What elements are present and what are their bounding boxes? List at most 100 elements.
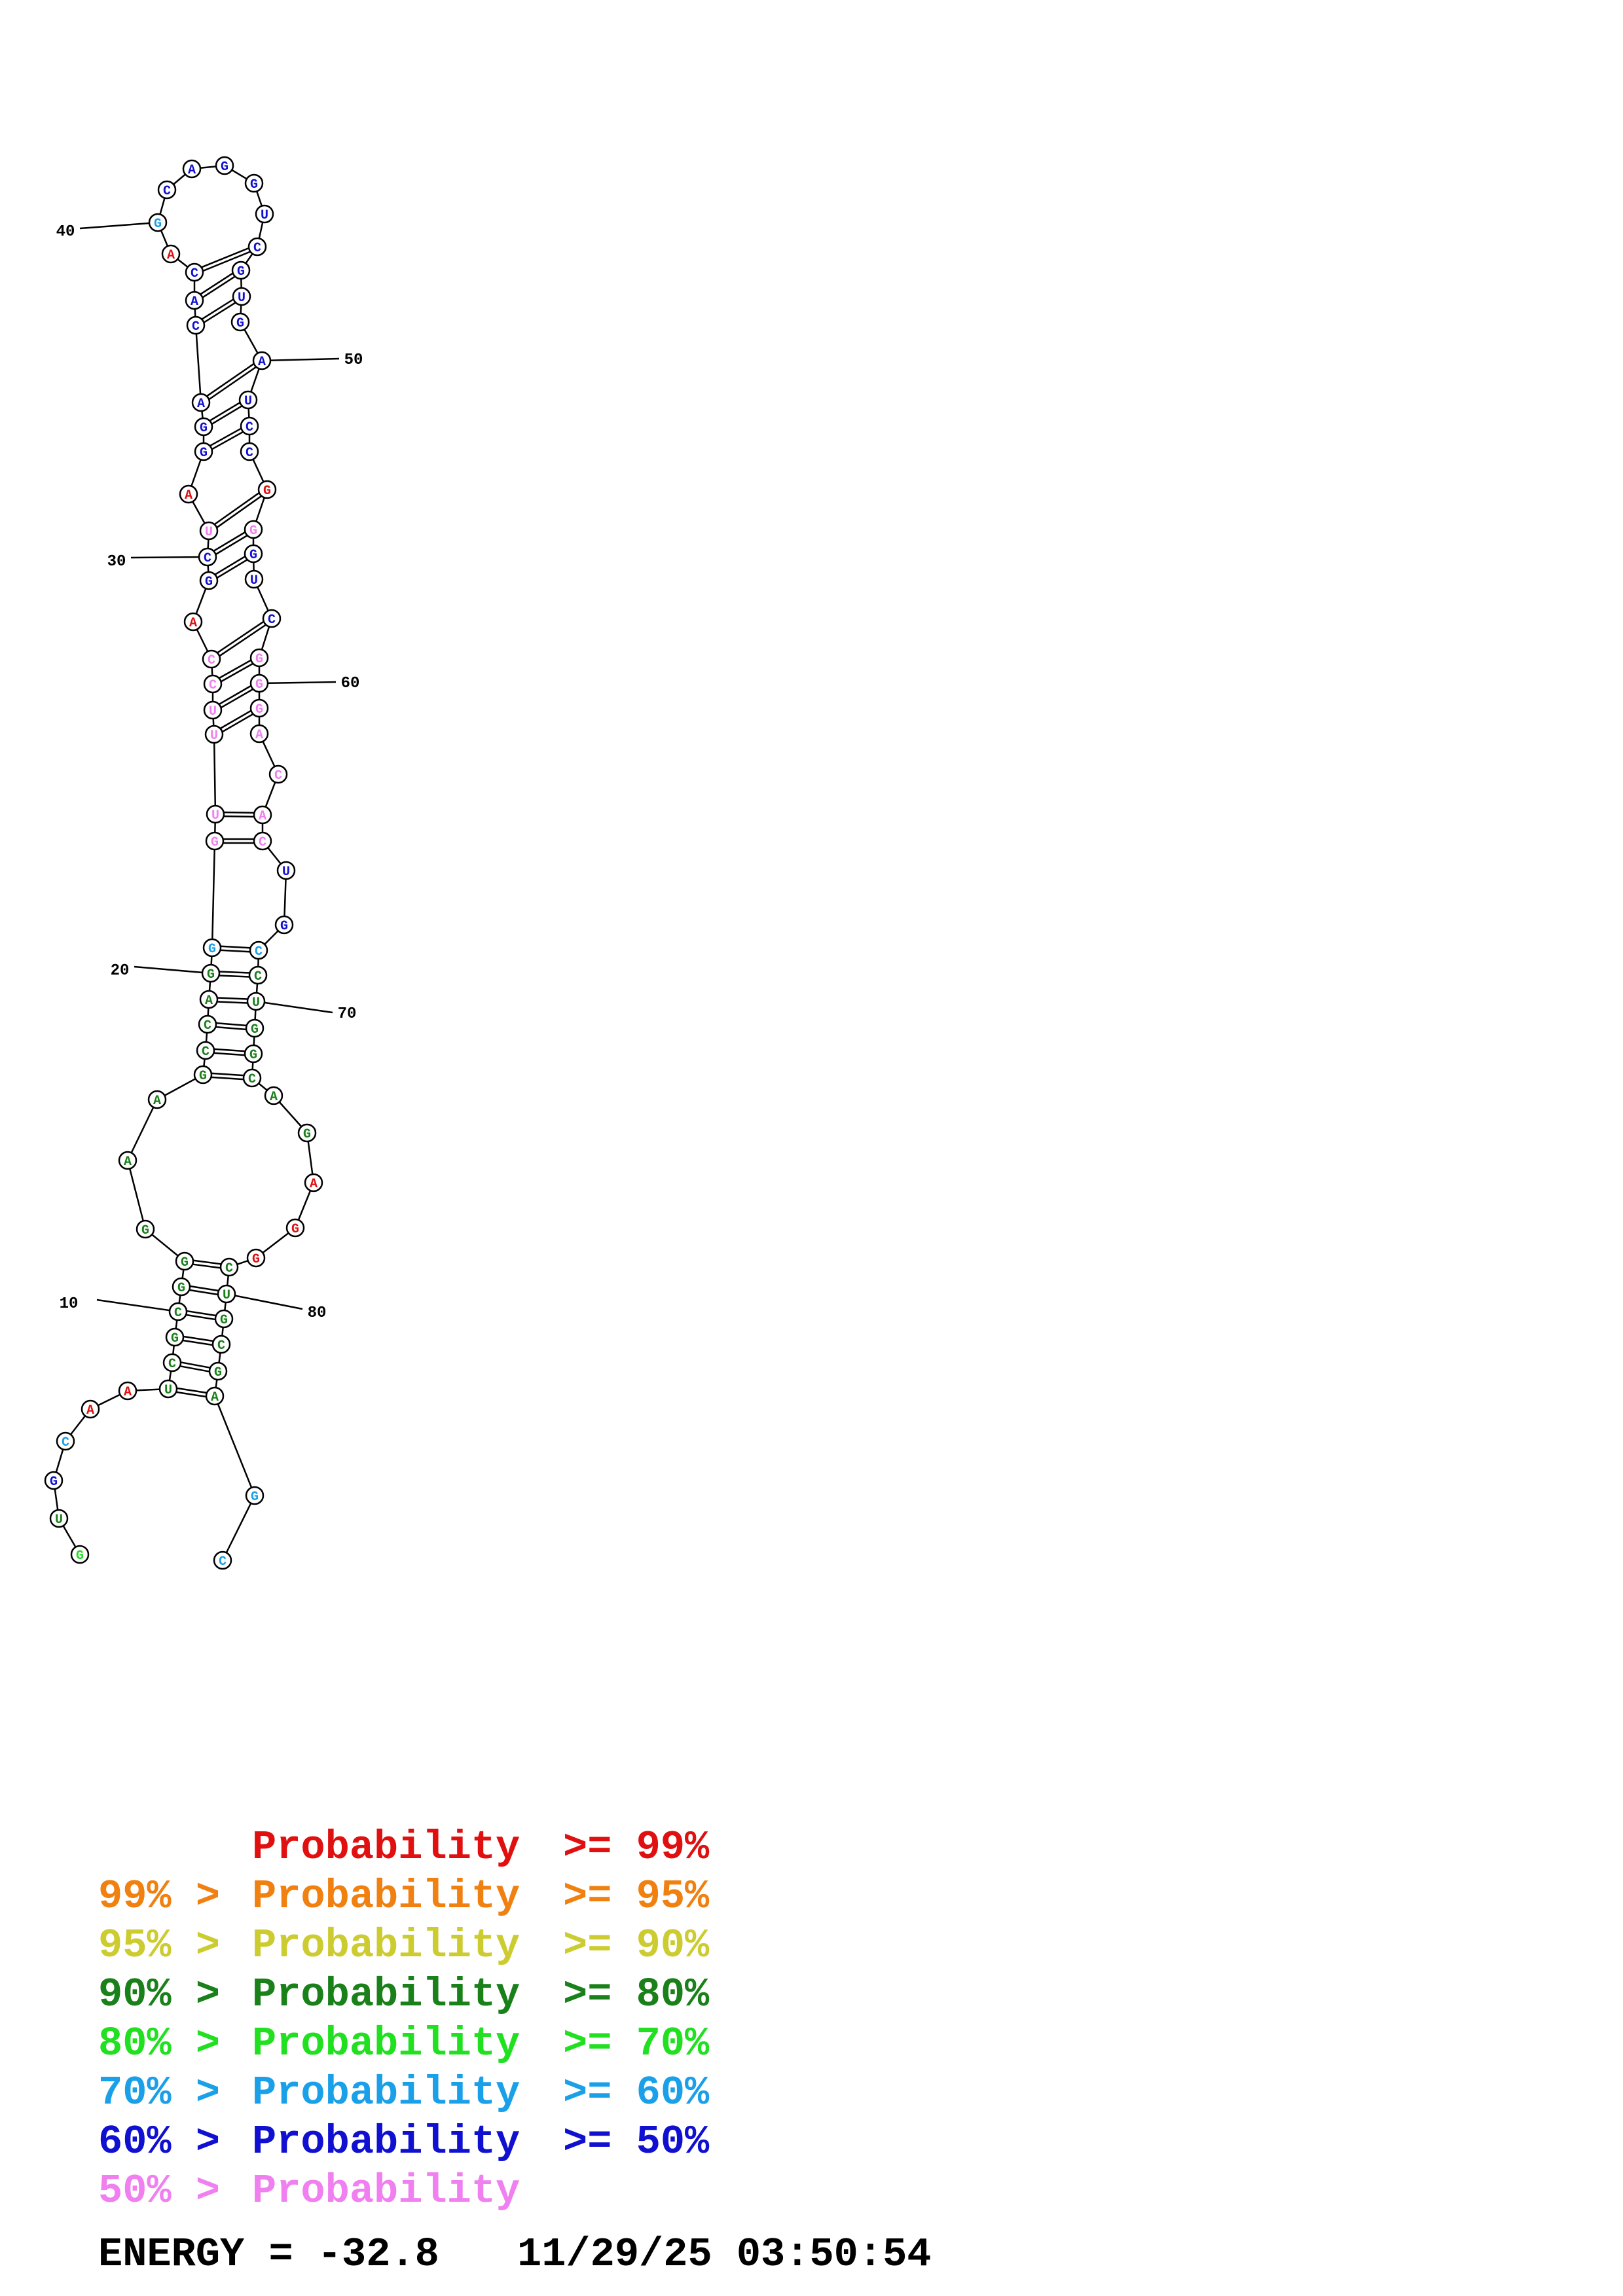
nucleotide-base: A xyxy=(189,616,197,631)
nucleotide-71: G xyxy=(245,1018,264,1038)
nucleotide-base: A xyxy=(197,397,205,412)
nucleotide-base: A xyxy=(191,295,198,310)
nucleotide-82: C xyxy=(211,1335,231,1354)
nucleotide-4: C xyxy=(56,1431,75,1451)
base-pair-line xyxy=(190,1285,219,1292)
nucleotide-base: C xyxy=(204,551,211,566)
base-pair-line xyxy=(220,709,251,729)
nucleotide-21: G xyxy=(202,938,222,958)
legend-label: Probability xyxy=(252,2070,520,2116)
nucleotide-10: C xyxy=(168,1302,188,1321)
index-tick-line xyxy=(261,357,340,362)
nucleotide-base: A xyxy=(185,488,192,503)
base-pair-line xyxy=(183,1339,213,1346)
nucleotide-base: C xyxy=(208,653,215,668)
backbone-segment xyxy=(211,840,216,948)
nucleotide-72: G xyxy=(244,1044,263,1064)
nucleotide-61: G xyxy=(249,698,269,718)
nucleotide-47: G xyxy=(231,260,251,280)
nucleotide-base: G xyxy=(249,548,257,563)
legend-label: Probability xyxy=(252,1971,520,2018)
nucleotide-base: U xyxy=(282,865,290,880)
energy-footer: ENERGY = -32.8 11/29/25 03:50:54 xyxy=(98,2232,1015,2278)
nucleotide-base: G xyxy=(251,1022,259,1037)
nucleotide-56: G xyxy=(244,544,263,564)
base-pair-line xyxy=(211,1076,244,1081)
index-tick-line xyxy=(226,1293,303,1310)
nucleotide-75: G xyxy=(297,1123,317,1143)
legend-label: Probability xyxy=(252,2020,520,2067)
index-tick-line xyxy=(96,1299,179,1313)
legend-row: 60% > Probability >= 50% xyxy=(0,2119,786,2165)
index-label-40: 40 xyxy=(56,223,75,241)
base-pair-line xyxy=(187,1310,216,1317)
index-label-70: 70 xyxy=(338,1005,357,1023)
nucleotide-base: G xyxy=(205,575,213,590)
nucleotide-base: G xyxy=(208,942,216,957)
nucleotide-base: C xyxy=(204,1018,211,1033)
base-pair-line xyxy=(208,366,257,401)
nucleotide-base: G xyxy=(303,1127,311,1142)
index-tick-line xyxy=(130,556,208,559)
index-label-80: 80 xyxy=(308,1304,327,1322)
nucleotide-46: C xyxy=(247,237,267,257)
legend-row: 99% > Probability >= 95% xyxy=(0,1874,786,1920)
legend-rhs: >= 70% xyxy=(563,2020,710,2067)
base-pair-line xyxy=(219,685,251,705)
legend-lhs: 90% > xyxy=(98,1971,221,2018)
nucleotide-86: C xyxy=(213,1551,232,1570)
base-pair-line xyxy=(214,556,246,575)
nucleotide-base: U xyxy=(164,1383,172,1398)
base-pair-line xyxy=(211,1072,244,1077)
legend-row: 95% > Probability >= 90% xyxy=(0,1923,786,1969)
legend-rhs: >= 80% xyxy=(563,1971,710,2018)
base-pair-line xyxy=(214,492,260,526)
nucleotide-base: C xyxy=(255,944,263,960)
nucleotide-base: A xyxy=(255,728,263,743)
nucleotide-base: G xyxy=(181,1255,189,1270)
nucleotide-57: U xyxy=(244,569,264,589)
nucleotide-base: A xyxy=(258,355,266,370)
legend-lhs: 60% > xyxy=(98,2119,221,2165)
nucleotide-base: C xyxy=(209,678,217,693)
legend-label: Probability xyxy=(252,1922,520,1969)
nucleotide-base: G xyxy=(171,1331,179,1346)
nucleotide-base: C xyxy=(254,969,262,984)
nucleotide-31: U xyxy=(199,521,219,541)
base-pair-line xyxy=(217,1001,247,1004)
nucleotide-base: G xyxy=(220,1313,228,1328)
nucleotide-42: A xyxy=(182,159,202,179)
nucleotide-base: U xyxy=(238,291,246,306)
nucleotide-base: U xyxy=(209,704,217,719)
nucleotide-25: U xyxy=(203,700,223,720)
base-pair-line xyxy=(203,302,236,323)
base-pair-line xyxy=(206,363,255,397)
nucleotide-base: G xyxy=(236,316,244,331)
legend-lhs: 95% > xyxy=(98,1922,221,1969)
nucleotide-base: G xyxy=(255,652,263,667)
base-pair-line xyxy=(181,1361,210,1369)
nucleotide-base: G xyxy=(50,1475,58,1490)
nucleotide-13: G xyxy=(136,1219,155,1239)
nucleotide-43: G xyxy=(215,156,234,175)
nucleotide-15: A xyxy=(147,1090,167,1109)
nucleotide-39: A xyxy=(161,244,181,264)
nucleotide-base: G xyxy=(237,264,245,279)
base-pair-line xyxy=(211,431,244,450)
nucleotide-base: C xyxy=(248,1072,256,1087)
nucleotide-34: G xyxy=(194,417,213,437)
base-pair-line xyxy=(219,971,250,974)
nucleotide-base: U xyxy=(252,996,260,1011)
legend-lhs: 70% > xyxy=(98,2070,221,2116)
nucleotide-base: G xyxy=(291,1222,299,1237)
base-pair-line xyxy=(209,402,240,422)
nucleotide-6: A xyxy=(118,1381,137,1401)
nucleotide-17: C xyxy=(196,1041,215,1060)
nucleotide-base: C xyxy=(168,1357,176,1372)
base-pair-line xyxy=(176,1391,206,1398)
nucleotide-85: G xyxy=(245,1486,264,1505)
base-pair-line xyxy=(217,620,264,654)
nucleotide-base: C xyxy=(268,613,276,628)
backbone-segment xyxy=(213,734,217,815)
